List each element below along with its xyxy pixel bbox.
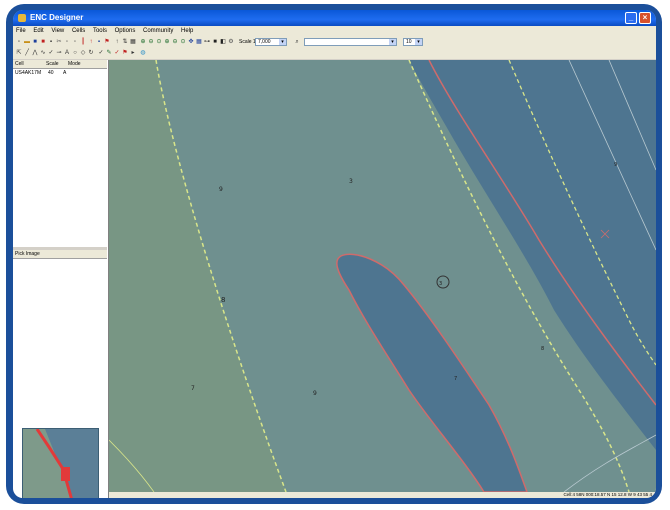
palette-icon[interactable]: ◧ <box>220 39 226 45</box>
left-panel: Cell Scale Mode US4AK17M 40 A Pick Image <box>13 60 109 498</box>
drawing-toolbar: ⇱ ╱ ⋀ ∿ ✓ ⊸ Α ○ ◇ ↻ ✓ ✎ ✓ ⚑ ▸ ◍ <box>13 48 656 59</box>
menu-file[interactable]: File <box>16 28 26 34</box>
title-bar[interactable]: ENC Designer _ × <box>13 10 656 26</box>
flag-edit-icon[interactable]: ⚑ <box>122 50 128 56</box>
cut-icon[interactable]: ✂ <box>56 39 62 45</box>
sounding: 8 <box>541 346 544 352</box>
menu-cells[interactable]: Cells <box>71 28 86 34</box>
print-icon[interactable]: ▪ <box>49 39 53 45</box>
globe-icon[interactable]: ◍ <box>140 50 146 56</box>
settings-icon[interactable]: ⚙ <box>228 39 234 45</box>
select-tool-icon[interactable]: ▪ <box>97 39 101 45</box>
check-tool-icon[interactable]: ✓ <box>98 50 104 56</box>
validate-icon[interactable]: ✎ <box>106 50 112 56</box>
sounding: 7 <box>454 376 457 382</box>
sounding: 3 <box>349 178 353 185</box>
point-tool-icon[interactable]: ⊸ <box>56 50 62 56</box>
pan-icon[interactable]: ✥ <box>188 39 194 45</box>
chevron-down-icon[interactable]: ▾ <box>389 39 396 45</box>
sort-icon[interactable]: ⇅ <box>122 39 128 45</box>
polyline-tool-icon[interactable]: ⋀ <box>32 50 38 56</box>
node-tool-icon[interactable]: ◇ <box>80 50 86 56</box>
col-cell[interactable]: Cell <box>15 61 24 67</box>
window-title: ENC Designer <box>30 13 84 22</box>
app-icon <box>18 14 26 22</box>
main-toolbar: ▫ ▬ ■ ■ ▪ ✂ ▫ ▫ ┃ ↑ ▪ ⚑ ↑ ⇅ ▦ ⊕ ⊖ ⊙ ⊕ ⊖ … <box>13 37 656 48</box>
cell-name: US4AK17M <box>15 70 42 76</box>
arrow-tool-icon[interactable]: ↑ <box>89 39 93 45</box>
zoom-full-icon[interactable]: ⊙ <box>180 39 186 45</box>
table-row[interactable]: US4AK17M 40 A <box>13 70 107 77</box>
mark-icon[interactable]: ✓ <box>114 50 120 56</box>
grid-icon[interactable]: ▦ <box>130 39 136 45</box>
app-window: ENC Designer _ × File Edit View Cells To… <box>13 10 656 498</box>
menu-bar: File Edit View Cells Tools Options Commu… <box>13 26 656 37</box>
overview-map[interactable] <box>22 428 99 498</box>
import-icon[interactable]: ■ <box>41 39 45 45</box>
sounding: 3 <box>439 281 442 287</box>
line-tool-icon[interactable]: ╱ <box>25 50 29 56</box>
overview-svg <box>23 429 73 498</box>
save-icon[interactable]: ■ <box>33 39 37 45</box>
zoom-select[interactable]: 10 ▾ <box>403 38 423 46</box>
cell-mode: A <box>63 70 67 76</box>
status-text: Cell:4 58N 000:18.57 N 15 12.8 W 9 43 55… <box>563 492 652 497</box>
zoom-next-icon[interactable]: ⊖ <box>172 39 178 45</box>
zoom-prev-icon[interactable]: ⊕ <box>164 39 170 45</box>
pen-tool-icon[interactable]: ✓ <box>48 50 54 56</box>
sounding: 9 <box>219 186 223 193</box>
new-icon[interactable]: ▫ <box>17 39 21 45</box>
curve-tool-icon[interactable]: ∿ <box>40 50 46 56</box>
panel-splitter[interactable] <box>13 247 107 250</box>
menu-edit[interactable]: Edit <box>33 28 44 34</box>
chart-svg: 9 3 8 7 9 3 8 7 9 <box>109 60 656 492</box>
export-icon[interactable]: ▸ <box>131 50 135 56</box>
status-bar: Cell:4 58N 000:18.57 N 15 12.8 W 9 43 55… <box>109 492 656 498</box>
paste-icon[interactable]: ▫ <box>73 39 77 45</box>
measure-icon[interactable]: ⊶ <box>204 39 210 45</box>
col-scale[interactable]: Scale <box>46 61 59 67</box>
info-icon[interactable]: ↑ <box>115 39 119 45</box>
open-icon[interactable]: ▬ <box>24 39 30 45</box>
rotate-tool-icon[interactable]: ↻ <box>88 50 94 56</box>
text-tool-icon[interactable]: Α <box>64 50 69 56</box>
sounding: 9 <box>313 390 317 397</box>
cell-scale: 40 <box>48 70 54 76</box>
fit-icon[interactable]: ▦ <box>196 39 202 45</box>
cells-table-header: Cell Scale Mode <box>13 60 107 69</box>
zoom-in-icon[interactable]: ⊕ <box>140 39 146 45</box>
sounding: 9 <box>614 162 617 168</box>
pointer-icon[interactable]: ⇱ <box>16 50 22 56</box>
pick-panel-title: Pick Image <box>13 250 107 259</box>
flag-icon[interactable]: ⚑ <box>104 39 110 45</box>
scale-label: Scale 1: <box>239 39 258 45</box>
menu-tools[interactable]: Tools <box>92 28 107 34</box>
menu-help[interactable]: Help <box>181 28 194 34</box>
zoom-area-icon[interactable]: ⊙ <box>156 39 162 45</box>
sounding: 7 <box>191 385 195 392</box>
zoom-out-icon[interactable]: ⊖ <box>148 39 154 45</box>
chart-canvas[interactable]: 9 3 8 7 9 3 8 7 9 <box>109 60 656 492</box>
copy-icon[interactable]: ▫ <box>65 39 69 45</box>
delete-icon[interactable]: ┃ <box>81 39 85 45</box>
minimize-icon[interactable]: _ <box>625 12 637 24</box>
search-icon[interactable]: ⌕ <box>295 39 299 45</box>
menu-community[interactable]: Community <box>143 28 174 34</box>
chevron-down-icon[interactable]: ▾ <box>279 39 286 45</box>
chevron-down-icon[interactable]: ▾ <box>415 39 422 45</box>
scale-value: 7,000 <box>258 39 271 45</box>
menu-view[interactable]: View <box>51 28 65 34</box>
col-mode[interactable]: Mode <box>68 61 81 67</box>
circle-tool-icon[interactable]: ○ <box>73 50 77 56</box>
layer-icon[interactable]: ■ <box>213 39 217 45</box>
zoom-value: 10 <box>406 39 412 45</box>
close-icon[interactable]: × <box>639 12 651 24</box>
search-input[interactable]: ▾ <box>304 38 397 46</box>
scale-select[interactable]: 7,000 ▾ <box>255 38 287 46</box>
sounding: 8 <box>221 296 225 304</box>
menu-options[interactable]: Options <box>114 28 136 34</box>
